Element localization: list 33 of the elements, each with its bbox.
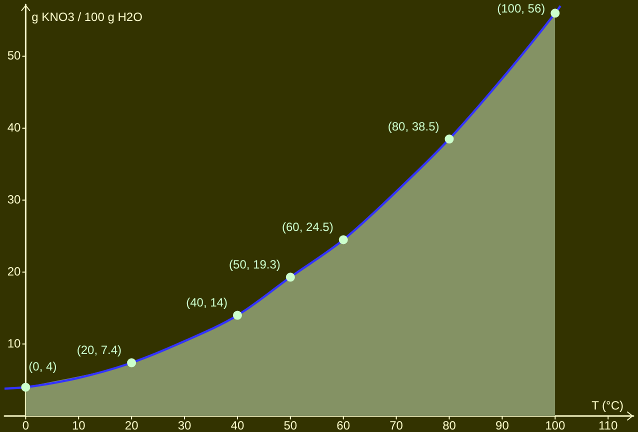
data-label: (100, 56) [497,1,546,16]
data-label: (50, 19.3) [229,257,280,272]
data-label: (60, 24.5) [282,220,334,234]
x-tick-label: 20 [124,418,139,432]
x-tick-label: 30 [178,418,192,432]
x-tick-label: 100 [545,418,566,432]
data-label: (40, 14) [186,296,228,310]
x-tick-label: 60 [336,418,350,432]
point [127,358,136,368]
point [232,310,242,320]
y-tick-label: 20 [7,264,21,278]
x-tick-label: 40 [230,418,244,432]
y-tick-label: 30 [7,192,21,206]
y-tick-label: 40 [7,120,21,135]
y-axis-title: g KNO3 / 100 g H2O [32,10,142,24]
y-tick-label: 10 [7,336,21,350]
x-tick-label: 110 [598,418,618,432]
point [338,235,348,244]
x-tick-label: 0 [22,418,30,432]
point [21,382,30,392]
data-label: (80, 38.5) [388,119,440,134]
point [444,134,454,144]
data-label: (0, 4) [28,360,57,374]
x-tick-label: 90 [496,418,510,432]
point [286,272,295,282]
point [550,8,560,18]
x-axis-title: T (°C) [592,398,624,412]
data-label: (20, 7.4) [76,343,122,358]
x-tick-label: 10 [72,418,86,432]
y-tick-label: 50 [7,48,21,63]
x-tick-label: 70 [390,418,404,432]
x-tick-label: 50 [284,418,298,432]
x-tick-label: 80 [442,418,456,432]
